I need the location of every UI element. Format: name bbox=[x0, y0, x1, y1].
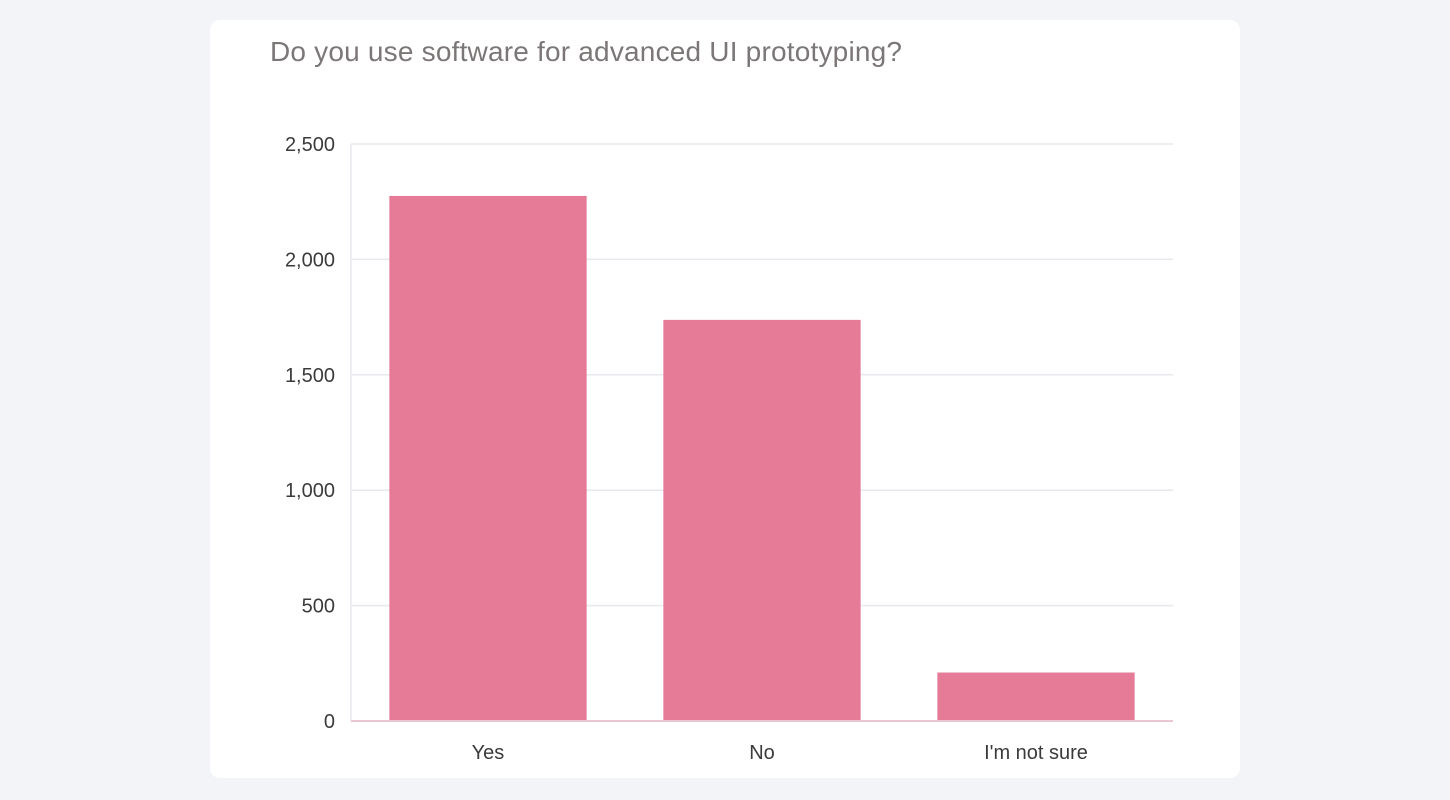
bar-no bbox=[663, 319, 861, 721]
y-tick-labels: 0 500 1,000 1,500 2,000 2,500 bbox=[285, 134, 335, 733]
bars bbox=[389, 195, 1135, 721]
x-tick-label: No bbox=[749, 742, 775, 764]
bar-i-m-not-sure bbox=[937, 672, 1135, 721]
bar-chart: 0 500 1,000 1,500 2,000 2,500 Yes No I'm not su… bbox=[285, 134, 1173, 764]
y-tick-label: 500 bbox=[302, 596, 335, 618]
x-tick-labels: Yes No I'm not sure bbox=[472, 742, 1088, 764]
x-tick-label: Yes bbox=[472, 742, 505, 764]
chart-card: Do you use software for advanced UI prot… bbox=[210, 20, 1240, 778]
y-tick-label: 0 bbox=[324, 711, 335, 733]
y-tick-label: 2,500 bbox=[285, 134, 335, 156]
y-tick-label: 1,500 bbox=[285, 365, 335, 387]
x-tick-label: I'm not sure bbox=[984, 742, 1088, 764]
chart-title: Do you use software for advanced UI prot… bbox=[270, 36, 903, 67]
y-tick-label: 1,000 bbox=[285, 480, 335, 502]
y-tick-label: 2,000 bbox=[285, 249, 335, 271]
bar-yes bbox=[389, 195, 587, 721]
